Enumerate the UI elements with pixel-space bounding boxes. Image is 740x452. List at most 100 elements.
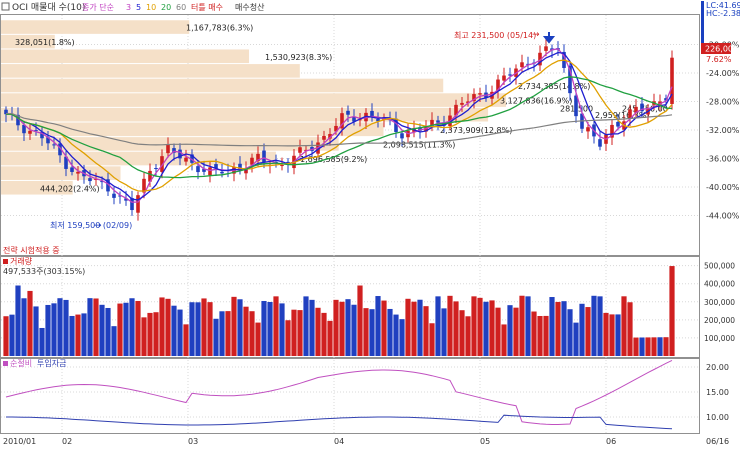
candle-body	[472, 94, 476, 102]
price-panel-frame	[0, 14, 700, 256]
candle-body	[322, 135, 326, 140]
volume-profile-band	[1, 107, 489, 122]
candle-body	[664, 98, 668, 101]
volume-bar	[15, 285, 21, 356]
volume-profile-band	[1, 93, 506, 107]
candle-body	[520, 62, 524, 68]
volume-bar	[261, 300, 267, 356]
candle-body	[478, 93, 482, 95]
volume-bar	[231, 296, 237, 356]
candle-body	[334, 125, 338, 132]
volume-profile-band	[1, 34, 55, 49]
volume-axis-tick-1: 400,000	[704, 280, 735, 289]
volume-bar	[609, 314, 615, 356]
volume-bar	[633, 337, 639, 356]
candle-body	[16, 114, 20, 126]
high-arrow-icon: →	[532, 30, 540, 40]
volume-bar	[387, 308, 393, 356]
candle-body	[178, 149, 182, 159]
volume-bar	[303, 296, 309, 356]
volume-bar	[495, 307, 501, 356]
volume-bar	[627, 302, 633, 356]
candle-body	[40, 131, 44, 139]
indicator-title2: 투입자금	[37, 359, 66, 368]
candle-body	[238, 163, 242, 170]
volume-bar	[561, 301, 567, 356]
volume-axis-tick-3: 200,000	[704, 316, 735, 325]
candle-body	[280, 165, 284, 167]
volume-bars[interactable]	[3, 266, 675, 356]
volume-bar	[651, 337, 657, 356]
date-label-0: 2010/01	[3, 437, 36, 446]
indicator-panel-frame	[0, 358, 700, 434]
candle-body	[508, 74, 512, 76]
candle-body	[436, 120, 440, 123]
ma-line-5	[5, 51, 673, 201]
legend-item-1: 3	[126, 3, 131, 12]
volume-bar	[279, 303, 285, 356]
candle-body	[418, 127, 422, 131]
volume-bar	[615, 314, 621, 356]
volume-bar	[393, 314, 399, 356]
volume-bar	[93, 298, 99, 356]
candle-body	[136, 195, 140, 213]
candle-body	[94, 179, 98, 181]
volume-bar	[159, 297, 165, 356]
volume-bar	[543, 315, 549, 356]
candle-body	[430, 119, 434, 127]
volume-bar	[45, 304, 51, 356]
volume-bar	[429, 323, 435, 356]
candle-body	[154, 168, 158, 170]
volume-bar	[105, 307, 111, 356]
volume-bar	[579, 303, 585, 356]
indicator-axis-tick-1: 15.00	[706, 388, 729, 397]
candle-body	[58, 143, 62, 156]
volume-profile-label: 1,530,923(8.3%)	[265, 53, 332, 62]
candle-body	[574, 95, 578, 117]
volume-bar	[117, 303, 123, 356]
volume-profile-band	[1, 20, 190, 34]
volume-bar	[405, 298, 411, 356]
candle-body	[598, 139, 602, 147]
high-down-arrow-icon	[542, 32, 556, 44]
volume-bar	[21, 298, 27, 356]
volume-bar	[297, 310, 303, 356]
candle-body	[22, 124, 26, 134]
candle-body	[640, 103, 644, 112]
volume-profile-band	[1, 180, 73, 195]
volume-profile-label: 1,167,783(6.3%)	[186, 24, 253, 33]
candle-body	[166, 144, 170, 154]
candle-body	[610, 124, 614, 138]
candle-body	[616, 121, 620, 127]
volume-bar	[375, 296, 381, 356]
current-price-value: 226,000	[705, 45, 738, 54]
menu-icon[interactable]	[1, 2, 10, 11]
legend-item-0: 종가 단순	[82, 2, 114, 12]
volume-profile-band	[1, 49, 250, 64]
volume-bar	[321, 312, 327, 356]
date-label-6: 06/16	[706, 437, 729, 446]
current-price-tag	[701, 43, 731, 54]
indicator-line-ratio	[5, 359, 673, 425]
legend-item-7: 매수청산	[235, 2, 265, 12]
volume-profile-band	[1, 64, 300, 78]
price-axis-tick-4: -36.00%	[706, 155, 740, 164]
volume-bar	[567, 309, 573, 356]
volume-bar	[33, 306, 39, 356]
candle-body	[340, 113, 344, 129]
volume-bar	[657, 337, 663, 356]
candle-body	[88, 178, 92, 182]
candlestick-series[interactable]	[4, 38, 674, 221]
volume-panel-frame	[0, 256, 700, 358]
volume-bar	[345, 299, 351, 356]
candle-body	[148, 170, 152, 182]
volume-bar	[63, 299, 69, 356]
volume-profile-band	[1, 151, 276, 166]
volume-bar	[555, 301, 561, 356]
price-axis-tick-5: -40.00%	[706, 183, 740, 192]
candle-body	[274, 161, 278, 163]
axis-scroll-handle[interactable]	[701, 1, 704, 43]
price-axis-tick-1: -24.00%	[706, 69, 740, 78]
